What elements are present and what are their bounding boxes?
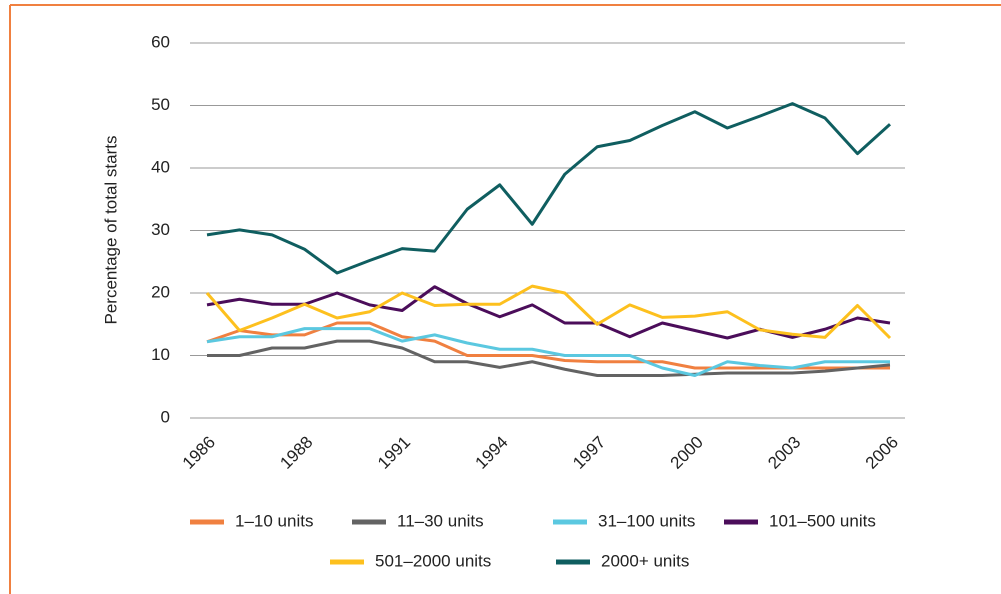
legend-label: 1–10 units [235,511,313,530]
series-line [207,339,891,377]
series-line [206,327,890,377]
y-tick-label: 60 [151,32,170,51]
x-tick-label: 2006 [862,433,902,473]
series-line [205,284,892,340]
y-tick-label: 50 [151,95,170,114]
y-tick-label: 20 [151,282,170,301]
x-tick-label: 2003 [764,433,804,473]
y-tick-label: 40 [151,157,170,176]
series-line [206,285,891,340]
x-tick-label: 1997 [569,433,609,473]
x-tick-label: 1994 [472,433,512,473]
y-tick-label: 10 [151,345,170,364]
x-tick-label: 1986 [179,433,219,473]
legend-label: 101–500 units [769,511,876,530]
legend-label: 31–100 units [598,511,695,530]
y-tick-label: 0 [161,407,170,426]
legend-label: 11–30 units [397,511,484,530]
x-tick-label: 1988 [276,433,316,473]
x-tick-label: 1991 [374,433,414,473]
legend-label: 501–2000 units [375,551,491,570]
legend-label: 2000+ units [601,551,689,570]
series-line [206,102,892,275]
x-tick-label: 2000 [667,433,707,473]
y-axis-label: Percentage of total starts [101,136,120,325]
y-tick-label: 30 [151,220,170,239]
